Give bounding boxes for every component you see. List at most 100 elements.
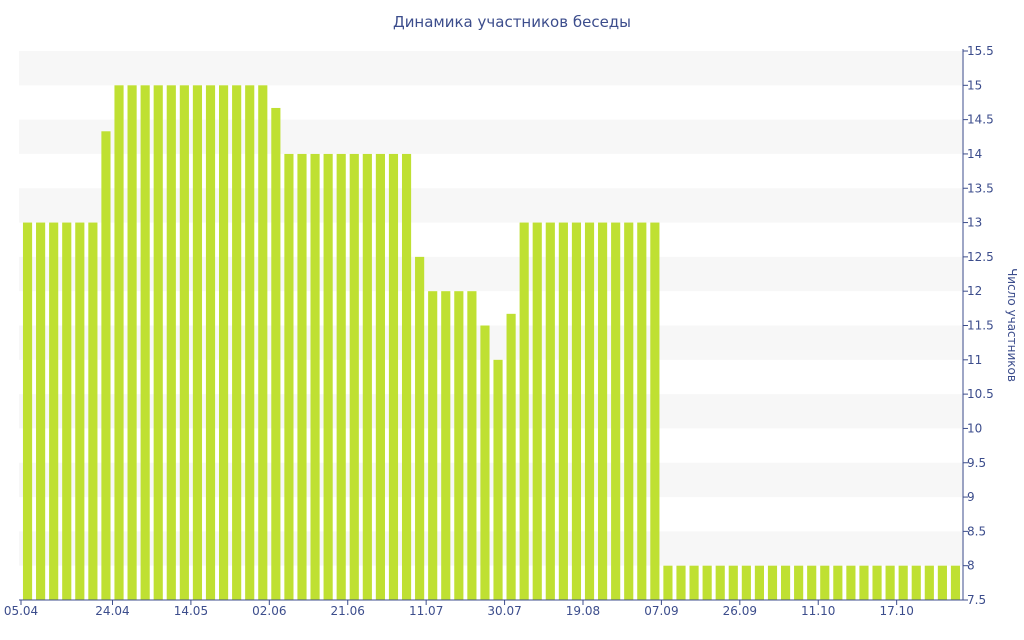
bar xyxy=(950,565,961,600)
y-tick-label: 15 xyxy=(967,78,982,92)
chart-title: Динамика участников беседы xyxy=(392,13,632,31)
bar xyxy=(820,565,830,600)
bar xyxy=(885,565,895,600)
y-tick-label: 13.5 xyxy=(967,181,994,195)
background-band xyxy=(19,51,964,86)
y-tick-label: 13 xyxy=(967,216,982,230)
bar xyxy=(571,222,582,600)
bar xyxy=(336,153,346,600)
bar xyxy=(388,153,399,600)
bar xyxy=(245,85,255,600)
y-tick-label: 11 xyxy=(967,353,982,367)
bar xyxy=(62,222,72,600)
y-tick-label: 7.5 xyxy=(967,593,986,607)
bar xyxy=(689,565,699,600)
bar xyxy=(663,565,673,600)
x-tick-label: 05.04 xyxy=(4,604,38,618)
bar xyxy=(127,85,137,600)
bar xyxy=(637,222,647,600)
bar xyxy=(728,565,738,600)
bar xyxy=(192,85,203,600)
bar xyxy=(794,565,804,600)
x-tick-label: 17.10 xyxy=(879,604,913,618)
x-tick-label: 24.04 xyxy=(95,604,129,618)
background-band xyxy=(19,394,964,429)
x-tick-label: 07.09 xyxy=(644,604,678,618)
bar xyxy=(75,222,85,600)
bar xyxy=(323,153,333,600)
background-band xyxy=(19,119,964,154)
bar xyxy=(859,565,869,600)
background-band xyxy=(19,325,964,360)
bar xyxy=(558,222,568,600)
bar xyxy=(611,222,621,600)
bar xyxy=(506,313,516,600)
bar xyxy=(205,85,216,600)
bar xyxy=(88,222,98,600)
background-bands xyxy=(19,51,964,566)
bar xyxy=(310,153,320,600)
x-tick-label: 11.10 xyxy=(801,604,835,618)
y-tick-label: 8 xyxy=(967,559,975,573)
x-tick-label: 30.07 xyxy=(487,604,521,618)
y-tick-label: 8.5 xyxy=(967,524,986,538)
y-tick-label: 9 xyxy=(967,490,975,504)
bar xyxy=(911,565,921,600)
bar xyxy=(467,291,477,600)
x-axis: 05.04 24.04 14.05 02.06 21.06 11.07 30.07 19.08… xyxy=(4,599,963,618)
bar xyxy=(545,222,555,600)
y-tick-label: 11.5 xyxy=(967,319,994,333)
x-tick-label: 19.08 xyxy=(566,604,600,618)
y-tick-label: 12.5 xyxy=(967,250,994,264)
bar xyxy=(401,153,412,600)
y-axis: 7.5 8 8.5 9 9.5 10 10.5 11 11.5 12 12.5 13 13.5 14 14.… xyxy=(962,44,994,607)
bar xyxy=(232,85,242,600)
bar xyxy=(807,565,817,600)
background-band xyxy=(19,462,964,498)
bar xyxy=(676,565,686,600)
bar xyxy=(375,153,385,600)
background-band xyxy=(19,188,964,223)
bar xyxy=(924,565,934,600)
bar xyxy=(532,222,542,600)
bar xyxy=(219,85,229,600)
background-band xyxy=(19,531,964,566)
bar xyxy=(702,565,712,600)
bar xyxy=(271,107,281,601)
bar xyxy=(937,565,947,600)
bar xyxy=(833,565,843,600)
y-tick-label: 15.5 xyxy=(967,44,994,58)
bar xyxy=(584,222,595,600)
y-tick-label: 14 xyxy=(967,147,982,161)
bar xyxy=(114,85,124,600)
y-tick-label: 10 xyxy=(967,421,982,435)
bar xyxy=(454,291,464,600)
bar xyxy=(49,222,59,600)
bar xyxy=(415,256,425,600)
bar xyxy=(519,222,529,600)
y-tick-label: 10.5 xyxy=(967,387,994,401)
y-axis-title: Число участников xyxy=(1005,268,1019,382)
bar xyxy=(780,565,791,600)
bar xyxy=(166,85,176,600)
bar xyxy=(754,565,764,600)
x-tick-label: 26.09 xyxy=(723,604,757,618)
bar xyxy=(650,222,660,600)
bar xyxy=(846,565,856,600)
bar xyxy=(284,153,294,600)
bar xyxy=(428,291,438,600)
y-tick-label: 9.5 xyxy=(967,456,986,470)
bar xyxy=(624,222,634,600)
bar xyxy=(493,359,503,600)
bar xyxy=(441,291,451,600)
x-tick-label: 02.06 xyxy=(252,604,286,618)
bar xyxy=(140,85,150,600)
bars-group xyxy=(22,85,961,601)
bar xyxy=(767,565,778,600)
x-tick-label: 21.06 xyxy=(331,604,365,618)
bar xyxy=(22,222,33,600)
bar xyxy=(36,222,46,600)
x-tick-label: 14.05 xyxy=(174,604,208,618)
bar xyxy=(349,153,359,600)
